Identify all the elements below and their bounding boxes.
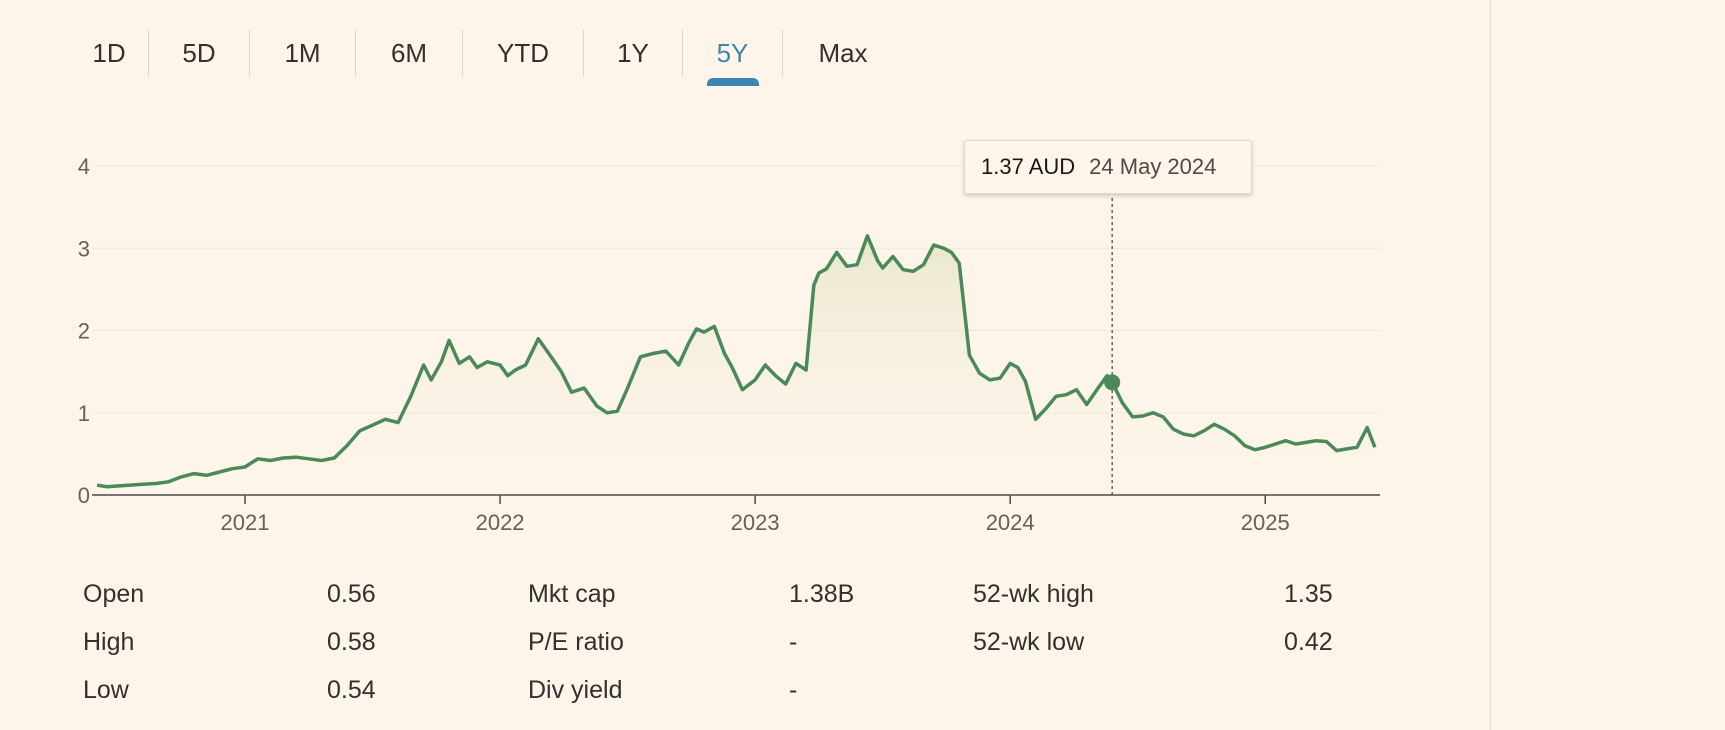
price-chart[interactable]: 0 1 2 3 4 2021 2022 2023 2024 2025 <box>0 120 1400 540</box>
tab-1y[interactable]: 1Y <box>617 38 649 68</box>
highlight-point[interactable] <box>1104 374 1121 391</box>
tab-divider <box>583 30 584 76</box>
y-tick-label: 3 <box>78 236 90 261</box>
tab-5d[interactable]: 5D <box>182 38 216 68</box>
x-tick-label: 2025 <box>1241 510 1290 535</box>
mktcap-label: Mkt cap <box>528 580 616 608</box>
x-tick-label: 2022 <box>476 510 525 535</box>
y-tick-label: 0 <box>78 483 90 508</box>
52wk-low-label: 52-wk low <box>973 628 1085 656</box>
open-label: Open <box>83 580 145 608</box>
tab-ytd[interactable]: YTD <box>497 38 549 68</box>
price-area <box>97 235 1375 495</box>
x-tick-label: 2021 <box>221 510 270 535</box>
range-tabs: 1D 5D 1M 6M YTD 1Y 5Y Max <box>70 28 903 88</box>
y-axis: 0 1 2 3 4 <box>78 154 90 508</box>
tab-divider <box>782 30 783 76</box>
tooltip-price: 1.37 AUD <box>981 154 1076 179</box>
div-yield-label: Div yield <box>528 676 623 704</box>
x-tick-label: 2024 <box>986 510 1035 535</box>
price-tooltip: 1.37 AUD 24 May 2024 <box>964 140 1252 194</box>
tab-divider <box>148 30 149 76</box>
tab-divider <box>249 30 250 76</box>
pe-label: P/E ratio <box>528 628 624 656</box>
tab-1m[interactable]: 1M <box>284 38 321 68</box>
y-tick-label: 1 <box>78 401 90 426</box>
open-value: 0.56 <box>327 580 376 608</box>
x-tick-label: 2023 <box>731 510 780 535</box>
high-value: 0.58 <box>327 628 376 656</box>
high-label: High <box>83 628 135 656</box>
x-axis: 2021 2022 2023 2024 2025 <box>221 495 1290 535</box>
active-tab-indicator <box>706 78 759 86</box>
tab-6m[interactable]: 6M <box>390 38 428 68</box>
low-label: Low <box>83 676 129 704</box>
y-tick-label: 4 <box>78 154 90 179</box>
tab-divider <box>355 30 356 76</box>
tab-1d[interactable]: 1D <box>92 38 126 68</box>
52wk-low-value: 0.42 <box>1284 628 1333 656</box>
y-tick-label: 2 <box>78 319 90 344</box>
tab-max[interactable]: Max <box>818 38 868 68</box>
tab-divider <box>462 30 463 76</box>
div-yield-value: - <box>789 676 798 704</box>
price-line <box>96 234 1377 489</box>
panel-divider <box>1490 0 1491 730</box>
tab-5y[interactable]: 5Y <box>683 28 782 86</box>
52wk-high-value: 1.35 <box>1284 580 1333 608</box>
tab-divider <box>682 30 683 76</box>
52wk-high-label: 52-wk high <box>973 580 1094 608</box>
mktcap-value: 1.38B <box>789 580 855 608</box>
low-value: 0.54 <box>327 676 376 704</box>
tooltip-date: 24 May 2024 <box>1089 154 1217 179</box>
pe-value: - <box>789 628 798 656</box>
